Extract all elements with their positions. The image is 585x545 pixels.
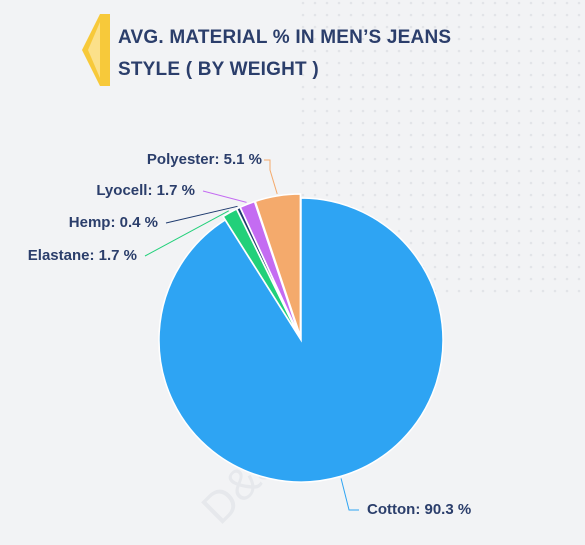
data-label: Lyocell: 1.7 % bbox=[96, 182, 195, 199]
label-separator: : bbox=[89, 247, 98, 264]
leader-line bbox=[165, 205, 238, 224]
label-value: 90.3 % bbox=[424, 501, 471, 518]
data-label: Polyester: 5.1 % bbox=[147, 151, 262, 168]
leader-line bbox=[202, 190, 247, 203]
pie-slice bbox=[239, 200, 301, 337]
chart-title: AVG. MATERIAL % IN MEN’S JEANS STYLE ( B… bbox=[118, 27, 452, 80]
data-label: Hemp: 0.4 % bbox=[69, 214, 158, 231]
accent-chevron bbox=[82, 14, 110, 86]
label-category: Elastane bbox=[28, 247, 90, 264]
label-category: Lyocell bbox=[96, 182, 147, 199]
accent-bar bbox=[100, 14, 110, 86]
label-category: Cotton bbox=[367, 501, 415, 518]
label-value: 1.7 % bbox=[157, 182, 195, 199]
label-value: 5.1 % bbox=[224, 151, 262, 168]
data-label: Cotton: 90.3 % bbox=[367, 501, 471, 518]
leader-line bbox=[264, 159, 278, 195]
pie-slice bbox=[254, 193, 302, 337]
label-separator: : bbox=[110, 214, 119, 231]
label-value: 0.4 % bbox=[120, 214, 158, 231]
leader-line bbox=[144, 210, 230, 257]
label-separator: : bbox=[415, 501, 424, 518]
label-value: 1.7 % bbox=[99, 247, 137, 264]
label-category: Polyester bbox=[147, 151, 215, 168]
label-separator: : bbox=[214, 151, 223, 168]
data-label: Elastane: 1.7 % bbox=[28, 247, 137, 264]
label-separator: : bbox=[147, 182, 156, 199]
pie-slice bbox=[158, 197, 444, 483]
leader-line bbox=[340, 478, 359, 511]
label-category: Hemp bbox=[69, 214, 111, 231]
accent-inner bbox=[88, 22, 100, 78]
